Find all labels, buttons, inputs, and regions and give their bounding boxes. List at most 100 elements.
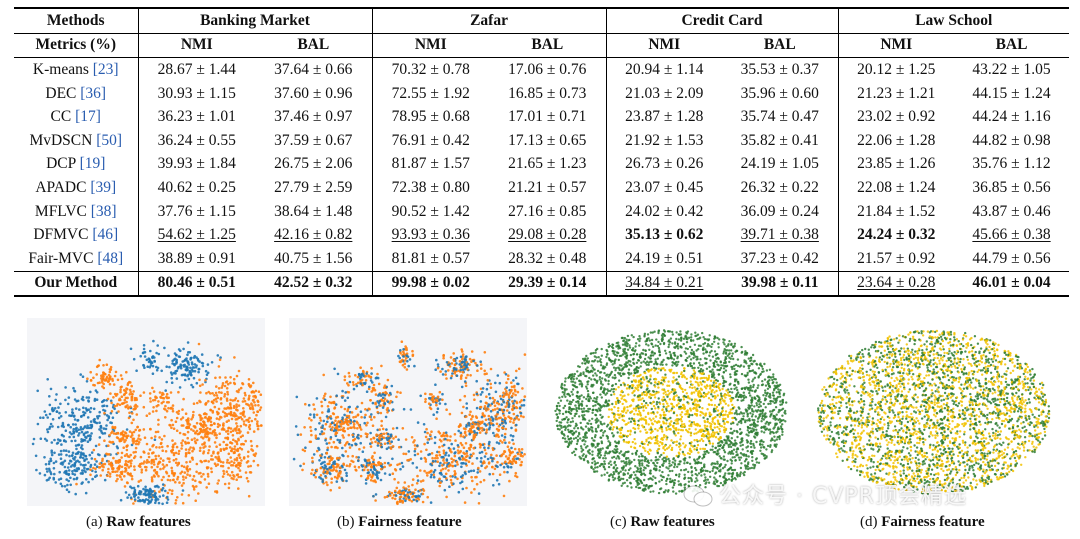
tsne-plot-d [814,318,1054,506]
score-cell: 21.21 ± 0.57 [489,176,607,200]
table-row: APADC [39] 40.62 ± 0.25 27.79 ± 2.59 72.38 … [14,176,1069,200]
score-cell: 80.46 ± 0.51 [138,270,255,298]
score-cell: 29.39 ± 0.14 [489,270,607,298]
score-cell: 99.98 ± 0.02 [372,270,489,298]
score-cell: 28.32 ± 0.48 [489,246,607,272]
table-row: Fair-MVC [48] 38.89 ± 0.91 40.75 ± 1.56 81.… [14,246,1069,272]
score-cell: 29.08 ± 0.28 [489,223,607,247]
citation-link[interactable]: [23] [92,60,119,78]
methods-header: Methods [14,6,139,34]
score-cell: 38.64 ± 1.48 [255,199,373,224]
score-cell: 54.62 ± 1.25 [157,226,236,244]
method-name: MFLVC [38] [14,199,139,224]
score-cell: 43.22 ± 1.05 [954,57,1070,82]
score-cell: 81.87 ± 1.57 [391,155,470,173]
table-row: DEC [36] 30.93 ± 1.15 37.60 ± 0.96 72.55 ± … [14,81,1069,106]
score-cell: 78.95 ± 0.68 [391,108,470,126]
score-cell: 38.89 ± 0.91 [157,249,236,267]
score-cell: 24.02 ± 0.42 [625,202,704,220]
metric-header: NMI [606,32,723,58]
watermark: 公众号 · CVPR顶会精选 [683,478,967,510]
scatter-plot-fair-credit [814,318,1054,506]
score-cell: 44.82 ± 0.98 [972,131,1051,149]
score-cell: 35.13 ± 0.62 [625,226,704,244]
method-name: MvDSCN [50] [14,128,139,153]
metric-header: NMI [138,32,255,58]
method-name: K-means [23] [14,57,139,82]
score-cell: 35.96 ± 0.60 [722,81,839,106]
scatter-plot-raw-credit [551,318,791,506]
citation-link[interactable]: [50] [96,131,123,149]
citation-link[interactable]: [19] [79,155,106,173]
table-body: K-means [23] 28.67 ± 1.44 37.64 ± 0.66 70.3… [14,57,1070,298]
metric-header: BAL [489,32,607,58]
score-cell: 23.07 ± 0.45 [625,178,704,196]
table-row: MFLVC [38] 37.76 ± 1.15 38.64 ± 1.48 90.52 … [14,199,1069,224]
score-cell: 22.08 ± 1.24 [857,178,936,196]
score-cell: 44.24 ± 1.16 [972,108,1051,126]
score-cell: 16.85 ± 0.73 [489,81,607,106]
score-cell: 27.16 ± 0.85 [489,199,607,224]
score-cell: 34.84 ± 0.21 [606,270,723,298]
wechat-icon [683,485,713,507]
dataset-header-row: Methods Banking Market Zafar Credit Card… [14,6,1070,34]
score-cell: 17.06 ± 0.76 [489,57,607,82]
citation-link[interactable]: [48] [97,249,124,267]
score-cell: 23.64 ± 0.28 [838,270,955,298]
method-name: DCP [19] [14,152,139,177]
table-row: DFMVC [46] 54.62 ± 1.25 42.16 ± 0.82 93.93 … [14,223,1069,247]
score-cell: 36.09 ± 0.24 [722,199,839,224]
score-cell: 27.79 ± 2.59 [255,176,373,200]
score-cell: 30.93 ± 1.15 [157,84,236,102]
score-cell: 28.67 ± 1.44 [138,57,255,82]
score-cell: 37.64 ± 0.66 [255,57,373,82]
score-cell: 37.23 ± 0.42 [722,246,839,272]
metric-header: BAL [722,32,839,58]
score-cell: 42.16 ± 0.82 [255,223,373,247]
score-cell: 72.55 ± 1.92 [391,84,470,102]
score-cell: 37.46 ± 0.97 [255,105,373,129]
method-name: CC [17] [14,105,139,129]
score-cell: 39.71 ± 0.38 [722,223,839,247]
score-cell: 21.57 ± 0.92 [857,249,936,267]
caption-c: (c) Raw features [610,514,715,530]
score-cell: 70.32 ± 0.78 [372,57,489,82]
our-method-row: Our Method 80.46 ± 0.51 42.52 ± 0.32 99.98 … [14,270,1070,298]
score-cell: 90.52 ± 1.42 [391,202,470,220]
method-name: APADC [39] [14,176,139,200]
score-cell: 35.82 ± 0.41 [722,128,839,153]
score-cell: 17.01 ± 0.71 [489,105,607,129]
method-name: DEC [36] [14,81,139,106]
score-cell: 22.06 ± 1.28 [857,131,936,149]
score-cell: 45.66 ± 0.38 [972,226,1051,244]
score-cell: 21.84 ± 1.52 [857,202,936,220]
score-cell: 44.15 ± 1.24 [972,84,1051,102]
score-cell: 23.87 ± 1.28 [625,108,704,126]
score-cell: 44.79 ± 0.56 [972,249,1051,267]
score-cell: 39.98 ± 0.11 [722,270,839,298]
table-row: MvDSCN [50] 36.24 ± 0.55 37.59 ± 0.67 76.91… [14,128,1069,153]
scatter-plot-fair-banking [289,318,527,506]
caption-d: (d) Fairness feature [860,514,985,530]
score-cell: 20.94 ± 1.14 [606,57,723,82]
tsne-plot-a [27,318,265,506]
citation-link[interactable]: [38] [90,202,117,220]
citation-link[interactable]: [36] [80,84,107,102]
score-cell: 26.75 ± 2.06 [255,152,373,177]
dataset-header-banking: Banking Market [138,6,373,34]
score-cell: 26.32 ± 0.22 [722,176,839,200]
dataset-header-law: Law School [838,6,1070,34]
citation-link[interactable]: [39] [90,178,117,196]
score-cell: 23.02 ± 0.92 [857,108,936,126]
metric-header: NMI [372,32,489,58]
citation-link[interactable]: [46] [92,226,119,244]
citation-link[interactable]: [17] [75,108,101,126]
score-cell: 76.91 ± 0.42 [391,131,470,149]
dataset-header-credit: Credit Card [606,6,839,34]
score-cell: 35.74 ± 0.47 [722,105,839,129]
score-cell: 36.85 ± 0.56 [972,178,1051,196]
score-cell: 36.24 ± 0.55 [157,131,236,149]
method-name: Our Method [14,270,139,298]
method-name: Fair-MVC [48] [14,246,139,272]
metrics-header: Metrics (%) [14,32,139,58]
